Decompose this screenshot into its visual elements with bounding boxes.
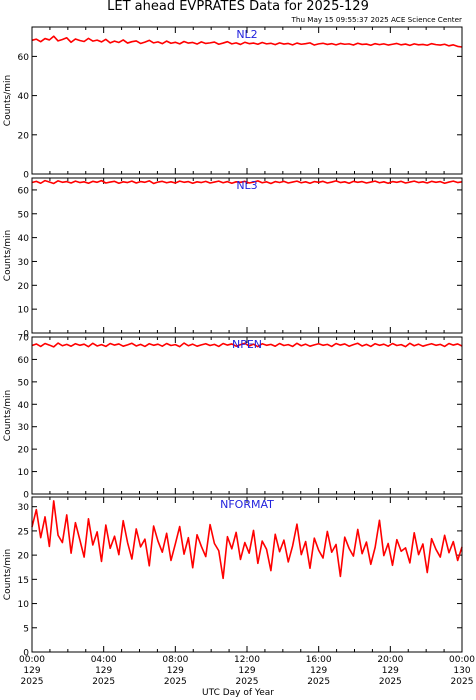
series-line-nformat	[31, 500, 463, 580]
y-tick-label: 50	[18, 210, 30, 220]
y-axis-label: Counts/min	[3, 230, 13, 281]
x-tick-day: 129	[382, 666, 399, 676]
x-tick-year: 2025	[92, 677, 115, 687]
y-tick-label: 70	[18, 334, 30, 344]
y-tick-label: 10	[18, 468, 30, 478]
x-tick-time: 12:00	[234, 655, 260, 665]
x-tick-day: 129	[95, 666, 112, 676]
y-tick-label: 60	[18, 356, 30, 366]
x-axis-label: UTC Day of Year	[202, 688, 274, 698]
panel-nformat: 0 5 10 15 20 25 30 NFORMAT Counts/min	[3, 496, 463, 659]
y-tick-label: 30	[18, 423, 30, 433]
x-tick-time: 00:00	[449, 655, 475, 665]
panel-frame	[31, 336, 463, 495]
y-tick-label: 20	[18, 552, 30, 562]
y-tick-label: 10	[18, 600, 30, 610]
x-tick-day: 129	[238, 666, 255, 676]
y-axis-label: Counts/min	[3, 390, 13, 441]
series-line-nl2	[31, 35, 463, 48]
x-tick-year: 2025	[451, 677, 474, 687]
panel-nl2: 0 20 40 60 NL2 Counts/min	[3, 26, 463, 181]
x-tick-day: 130	[453, 666, 470, 676]
x-tick-year: 2025	[379, 677, 402, 687]
series-line-npen	[31, 342, 463, 348]
x-axis: 00:00129202504:00129202508:00129202512:0…	[19, 655, 475, 687]
y-axis-label: Counts/min	[3, 549, 13, 600]
y-tick-label: 40	[18, 401, 30, 411]
y-tick-label: 30	[18, 258, 30, 268]
x-tick-day: 129	[310, 666, 327, 676]
panel-label: NL3	[236, 179, 257, 192]
timestamp: Thu May 15 09:55:37 2025 ACE Science Cen…	[291, 15, 463, 24]
x-tick-year: 2025	[236, 677, 259, 687]
x-tick-time: 20:00	[377, 655, 403, 665]
y-tick-label: 0	[23, 171, 29, 181]
chart-title: LET ahead EVPRATES Data for 2025-129	[107, 0, 369, 14]
x-tick-time: 16:00	[306, 655, 332, 665]
x-tick-year: 2025	[164, 677, 187, 687]
y-tick-label: 40	[18, 234, 30, 244]
y-tick-label: 0	[23, 330, 29, 340]
x-tick-time: 00:00	[19, 655, 45, 665]
y-tick-label: 60	[18, 53, 30, 63]
y-tick-label: 20	[18, 131, 30, 141]
panel-nl3: 0 10 20 30 40 50 60 NL3 Counts/min	[3, 177, 463, 340]
y-tick-label: 25	[18, 527, 29, 537]
x-tick-time: 04:00	[91, 655, 117, 665]
panel-npen: 0 10 20 30 40 50 60 70 NPEN Counts/min	[3, 334, 463, 501]
panel-frame	[31, 26, 463, 175]
y-tick-label: 0	[23, 649, 29, 659]
panel-frame	[31, 177, 463, 334]
y-tick-label: 10	[18, 306, 30, 316]
x-tick-year: 2025	[307, 677, 330, 687]
x-tick-day: 129	[167, 666, 184, 676]
y-tick-label: 30	[18, 503, 30, 513]
panel-label: NL2	[236, 28, 257, 41]
y-tick-label: 20	[18, 446, 30, 456]
y-tick-label: 15	[18, 576, 29, 586]
panel-label: NFORMAT	[220, 498, 274, 511]
y-tick-label: 20	[18, 282, 30, 292]
panel-label: NPEN	[232, 338, 262, 351]
x-tick-day: 129	[23, 666, 40, 676]
series-line-nl3	[31, 179, 463, 185]
y-tick-label: 40	[18, 92, 30, 102]
y-tick-label: 0	[23, 491, 29, 501]
y-tick-label: 60	[18, 186, 30, 196]
x-tick-year: 2025	[21, 677, 44, 687]
y-tick-label: 5	[23, 624, 29, 634]
y-axis-label: Counts/min	[3, 75, 13, 126]
x-tick-time: 08:00	[162, 655, 188, 665]
panel-frame	[31, 496, 463, 653]
y-tick-label: 50	[18, 378, 30, 388]
